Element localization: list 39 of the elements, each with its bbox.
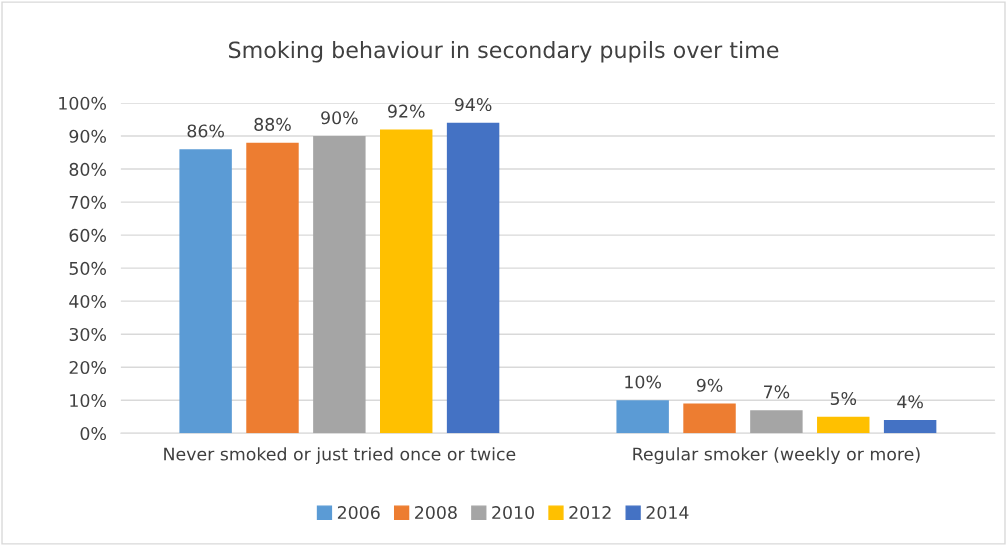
bar	[616, 400, 669, 434]
legend-label: 2014	[646, 505, 689, 520]
y-tick-label: 0%	[80, 426, 106, 441]
y-tick-label: 90%	[69, 129, 106, 143]
data-label: 86%	[187, 124, 224, 138]
y-tick-label: 100%	[59, 96, 106, 110]
bar	[246, 142, 299, 434]
y-tick-label: 50%	[69, 261, 106, 275]
chart-title: Smoking behaviour in secondary pupils over time	[228, 41, 779, 63]
data-label: 4%	[897, 395, 923, 409]
bar	[683, 403, 736, 434]
y-tick-label: 40%	[69, 294, 106, 309]
bar	[380, 129, 433, 434]
bar	[817, 416, 870, 434]
data-label: 90%	[321, 111, 358, 125]
y-tick-label: 70%	[69, 195, 106, 209]
data-label: 5%	[830, 391, 857, 406]
bar	[883, 420, 937, 434]
legend-label: 2008	[415, 505, 457, 520]
data-label: 7%	[764, 385, 790, 399]
bar	[750, 410, 803, 434]
data-label: 10%	[625, 375, 661, 389]
bar	[313, 136, 366, 434]
data-label: 94%	[454, 97, 492, 112]
data-label: 92%	[388, 104, 425, 118]
bar	[179, 149, 232, 434]
y-tick-label: 80%	[69, 162, 106, 176]
x-tick-label: Never smoked or just tried once or twice	[164, 447, 516, 464]
y-tick-label: 60%	[69, 228, 106, 242]
data-label: 88%	[254, 117, 291, 131]
x-tick-label: Regular smoker (weekly or more)	[633, 447, 920, 464]
y-tick-label: 30%	[69, 327, 106, 342]
legend-label: 2006	[337, 505, 380, 520]
data-label: 9%	[696, 378, 723, 392]
legend-label: 2012	[569, 505, 611, 520]
y-tick-label: 20%	[69, 360, 106, 375]
bar	[446, 122, 500, 434]
legend-label: 2010	[492, 505, 534, 520]
y-tick-label: 10%	[70, 393, 106, 408]
